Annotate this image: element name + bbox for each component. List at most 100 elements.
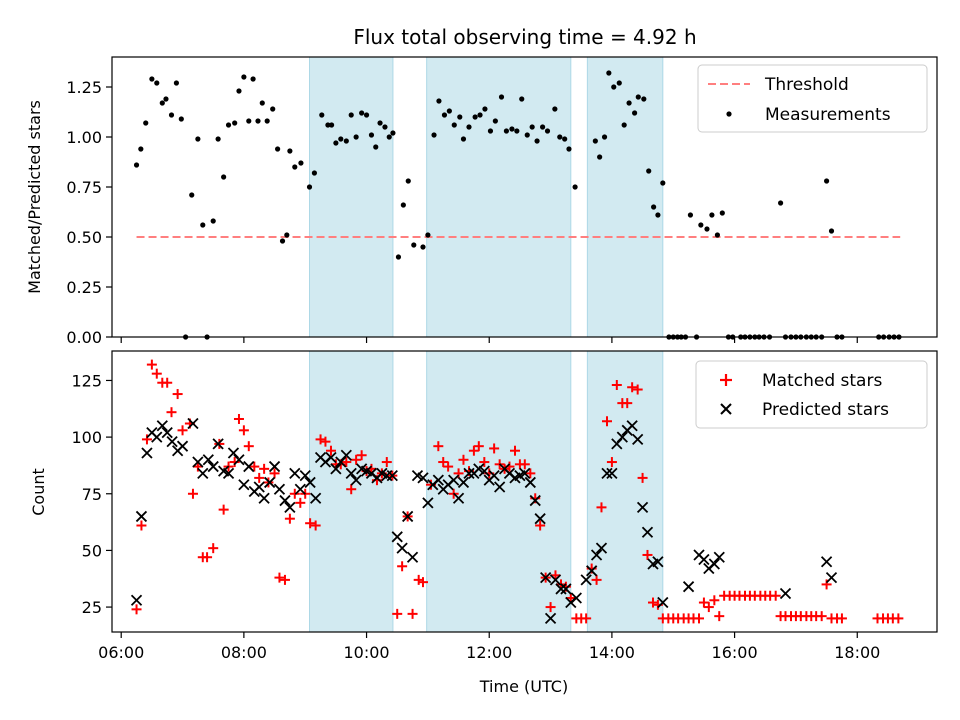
measurement-point — [544, 128, 551, 134]
predicted-star-b — [365, 467, 378, 480]
predicted-star-b — [463, 467, 475, 480]
predicted-star-point — [682, 581, 695, 593]
predicted-star-b — [356, 463, 368, 475]
predicted-star-b — [534, 513, 546, 525]
matched-star-point — [289, 488, 300, 499]
predicted-star-point — [391, 531, 403, 543]
matched-star-point — [525, 468, 536, 479]
predicted-star-point — [192, 456, 204, 468]
predicted-star-b — [652, 556, 664, 568]
predicted-star-point — [156, 420, 168, 432]
matched-star-point — [458, 454, 469, 465]
predicted-star-b — [330, 463, 342, 475]
matched-star-point — [816, 611, 827, 622]
matched-star-point — [259, 463, 270, 474]
measurement-point — [611, 84, 617, 90]
measurement-point — [264, 118, 270, 124]
measurement-point — [279, 238, 286, 244]
measurement-point — [241, 74, 247, 80]
matched-star-point — [233, 413, 244, 424]
measurement-point — [338, 136, 344, 142]
predicted-star-b — [473, 463, 485, 475]
predicted-star-point — [626, 420, 638, 432]
measurement-point — [704, 226, 710, 232]
matched-star-point — [397, 561, 408, 572]
matched-star-point — [893, 613, 904, 624]
predicted-star-b — [304, 476, 316, 489]
measurement-point — [255, 118, 261, 124]
measurement-point — [698, 222, 704, 228]
predicted-star-point — [222, 467, 235, 480]
predicted-star-b — [396, 542, 408, 554]
predicted-star-b — [227, 447, 240, 459]
measurement-point — [597, 154, 603, 160]
measurement-point — [348, 112, 354, 118]
predicted-star-b — [207, 460, 219, 473]
measurement-point — [287, 148, 293, 154]
predicted-star-point — [161, 426, 173, 439]
predicted-star-point — [432, 474, 444, 486]
predicted-star-b — [611, 438, 623, 450]
measurement-point — [487, 128, 494, 134]
matched-star-point — [229, 457, 240, 468]
measurement-point — [363, 112, 370, 118]
predicted-star-b — [540, 571, 552, 584]
predicted-star-b — [268, 460, 281, 473]
predicted-star-point — [396, 542, 408, 554]
measurement-point — [259, 100, 265, 106]
matched-star-point — [602, 416, 612, 427]
measurement-point — [154, 80, 160, 86]
ratio-legend: Threshold Measurements — [697, 64, 928, 133]
predicted-star-point — [580, 574, 592, 586]
predicted-star-point — [611, 438, 623, 450]
predicted-star-b — [595, 542, 608, 554]
matched-star-point — [489, 443, 500, 454]
measurement-point — [557, 134, 563, 140]
matched-star-point — [177, 425, 188, 436]
x-tick-label: 18:00 — [834, 643, 880, 662]
matched-star-point — [325, 445, 336, 456]
measurement-point — [138, 146, 144, 152]
measurement-point — [477, 112, 483, 118]
matched-star-point — [709, 595, 720, 606]
predicted-star-point — [166, 436, 178, 448]
predicted-star-point — [258, 492, 270, 504]
predicted-star-b — [641, 526, 654, 538]
measurement-point — [460, 136, 467, 142]
predicted-star-point — [294, 483, 306, 495]
predicted-star-point — [452, 492, 465, 504]
predicted-star-b — [135, 510, 148, 523]
matched-star-point — [627, 382, 638, 393]
count-y-tick-label: 75 — [82, 485, 102, 504]
measurement-point — [425, 232, 431, 238]
matched-star-point — [136, 520, 147, 531]
predicted-star-b — [258, 492, 270, 504]
measurement-point — [178, 116, 184, 122]
predicted-star-b — [130, 594, 143, 606]
predicted-star-point — [713, 551, 725, 563]
predicted-star-b — [284, 501, 296, 513]
measurement-point — [466, 124, 472, 130]
matched-star-point — [438, 457, 449, 468]
matched-star-point — [433, 441, 444, 452]
predicted-star-point — [268, 460, 281, 473]
predicted-star-b — [524, 476, 536, 489]
predicted-star-b — [586, 565, 598, 577]
predicted-star-point — [130, 594, 143, 606]
predicted-star-b — [212, 438, 224, 450]
matched-star-point — [637, 472, 648, 483]
predicted-star-b — [713, 551, 725, 563]
matched-star-point — [468, 445, 479, 456]
predicted-star-b — [192, 456, 204, 468]
measurement-point — [524, 132, 530, 138]
measurement-point — [395, 254, 402, 260]
measurement-point — [446, 108, 452, 114]
predicted-star-b — [310, 492, 322, 504]
measurement-point — [431, 132, 437, 138]
matched-star-point — [202, 552, 213, 563]
predicted-star-b — [555, 583, 567, 595]
matched-star-point — [295, 497, 306, 508]
predicted-star-b — [386, 470, 398, 482]
predicted-star-b — [360, 465, 373, 477]
predicted-star-b — [616, 431, 628, 443]
